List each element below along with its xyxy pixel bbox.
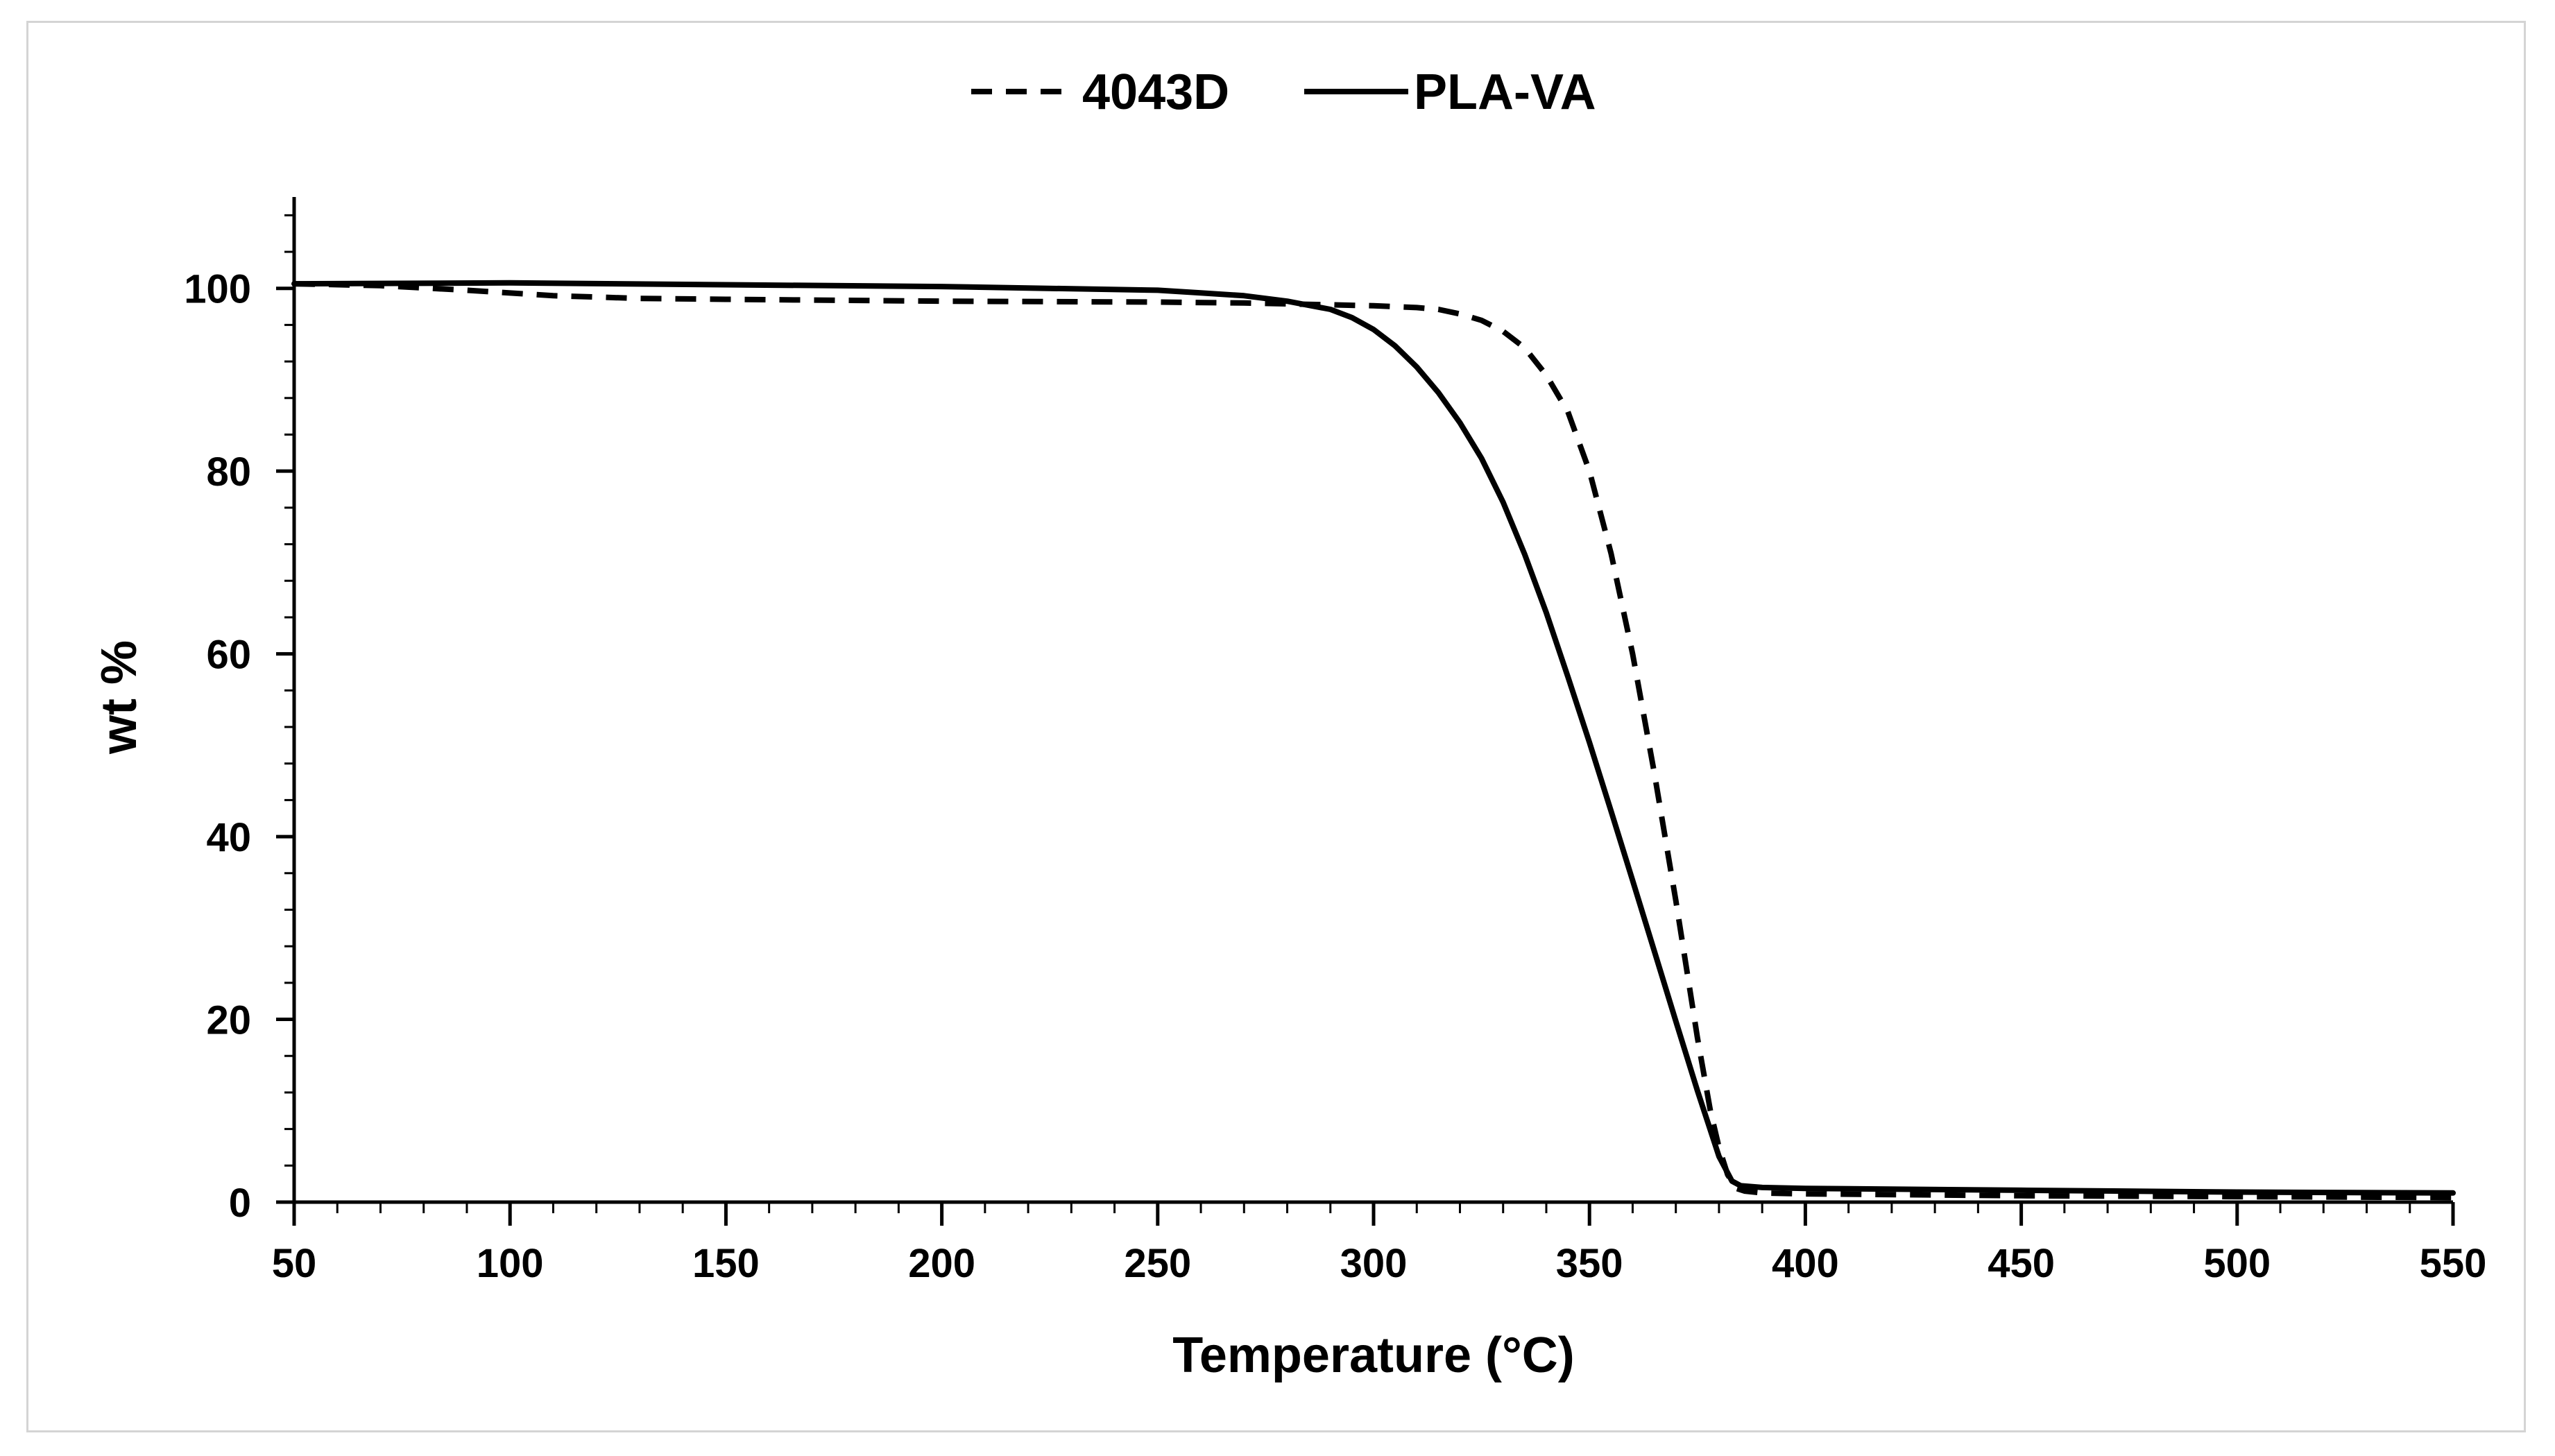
- y-ticks: 0 20 40 60 80 100: [184, 214, 294, 1226]
- x-tick-label: 50: [272, 1241, 317, 1286]
- x-tick-label: 250: [1124, 1241, 1191, 1286]
- chart-frame: [26, 21, 2526, 1432]
- y-tick-label: 40: [206, 815, 251, 860]
- x-tick-label: 550: [2420, 1241, 2487, 1286]
- x-tick-label: 150: [692, 1241, 760, 1286]
- series-layer: [291, 280, 2456, 1201]
- x-tick-label: 350: [1556, 1241, 1623, 1286]
- x-ticks: 50 100 150 200 250 300 350 400 450 500 550: [272, 1202, 2487, 1286]
- x-tick-label: 200: [908, 1241, 975, 1286]
- series-line-PLA-VA: [291, 280, 2456, 1196]
- legend-item-4043D[interactable]: 4043D: [971, 65, 1229, 120]
- y-tick-label: 60: [206, 633, 251, 678]
- y-tick-label: 20: [206, 998, 251, 1043]
- x-axis: 50 100 150 200 250 300 350 400 450 500 550: [272, 1200, 2487, 1286]
- y-tick-label: 0: [229, 1181, 251, 1226]
- legend-label-PLA-VA: PLA-VA: [1414, 65, 1596, 120]
- x-tick-label: 450: [1988, 1241, 2055, 1286]
- x-tick-label: 500: [2203, 1241, 2271, 1286]
- x-tick-label: 300: [1340, 1241, 1408, 1286]
- series-line-4043D: [293, 281, 2454, 1201]
- x-tick-label: 100: [477, 1241, 544, 1286]
- legend: 4043D PLA-VA: [971, 65, 1596, 120]
- x-axis-title: Temperature (°C): [1172, 1328, 1575, 1383]
- x-tick-label: 400: [1772, 1241, 1839, 1286]
- y-axis-title: wt %: [92, 640, 147, 755]
- y-tick-label: 100: [184, 267, 251, 312]
- legend-item-PLA-VA[interactable]: PLA-VA: [1304, 65, 1596, 120]
- legend-label-4043D: 4043D: [1082, 65, 1229, 120]
- y-axis: 0 20 40 60 80 100: [184, 197, 296, 1226]
- y-tick-label: 80: [206, 449, 251, 495]
